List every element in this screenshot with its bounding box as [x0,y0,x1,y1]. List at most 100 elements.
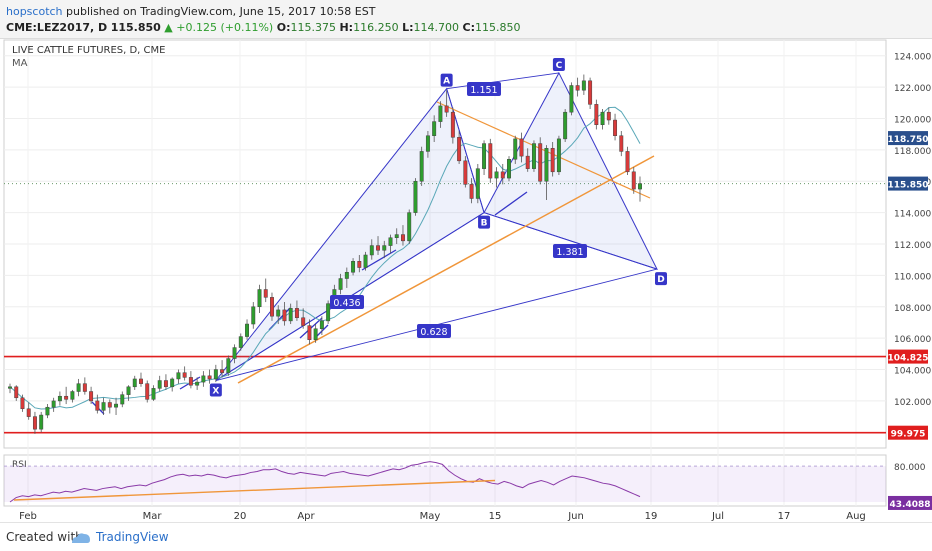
candle-body [89,391,94,402]
price-tag-label: 99.975 [891,430,926,440]
candle-body [14,386,19,399]
candle-body [263,289,268,298]
candle [588,77,593,110]
ratio-label: 1.151 [470,85,497,96]
candle [70,389,75,403]
candle [257,284,262,314]
candle [263,278,268,303]
candle-body [525,155,530,169]
change-value: +0.125 (+0.11%) [176,21,274,34]
candle [139,372,143,387]
candle-body [8,386,12,389]
x-tick-label: Feb [19,511,37,522]
pattern-point-label: X [212,387,219,397]
candle [638,176,642,202]
candle [282,302,287,326]
rsi-value-tag [888,495,932,510]
candle-body [407,212,412,242]
candle [276,305,281,325]
candle-body [326,303,331,322]
candle [538,137,543,185]
y-tick-label: 106.000 [894,335,931,345]
price-tag [888,349,928,364]
candle-body [220,369,225,373]
candle-body [613,119,618,136]
price-tag-label: 118.750 [888,135,929,145]
x-tick-label: Aug [846,511,866,522]
candle [401,225,405,246]
y-tick-label: 104.000 [894,367,931,377]
candle-body [351,261,356,273]
candle-body [457,137,462,162]
candle-body [563,111,568,140]
candle-body [101,402,106,411]
candle-body [176,372,181,380]
candle-body [188,377,193,386]
candle [594,99,599,130]
candle-body [475,168,480,199]
chart-title: LIVE CATTLE FUTURES, D, CME [12,45,165,56]
uptrend-line [237,155,655,384]
up-arrow-icon: ▲ [164,21,173,34]
candle [500,163,505,185]
candle [438,101,443,128]
rsi-tick-label: 80.000 [894,463,926,473]
candle [132,375,137,390]
candle [513,135,518,164]
candle [338,273,343,295]
y-tick-label: 122.000 [894,84,931,94]
candle [357,254,362,273]
candle [145,380,150,403]
last-price: 115.850 [110,21,161,34]
candle-body [376,245,380,251]
ratio-box [330,295,364,309]
candle [195,377,200,390]
candle-body [488,143,493,179]
candle-body [57,395,62,402]
pattern-point-a [440,73,453,87]
candle [625,146,630,175]
created-with-text: Created with [6,530,83,544]
candle [319,316,324,336]
candle-body [282,309,287,322]
candle [507,156,511,182]
candle [82,377,87,395]
pattern-leg [483,212,658,270]
candle [101,397,106,416]
candle [301,308,306,329]
candle [450,107,455,144]
candle-body [276,309,281,317]
price-tag-label: 104.825 [888,354,929,364]
candle-body [182,372,187,378]
high-value: 116.250 [353,21,399,34]
price-tag [888,425,928,440]
candle-body [32,416,37,430]
y-tick-label: 118.000 [894,147,931,157]
candle [294,300,299,321]
candle-body [569,85,574,113]
candle [619,131,624,157]
price-chart[interactable]: 124.000122.000120.000118.000116.000114.0… [0,38,932,522]
candle [201,371,206,387]
close-label: C: [462,21,475,34]
author-link[interactable]: hopscotch [6,5,63,18]
candle-body [270,297,274,317]
candle [307,319,312,345]
candle [563,109,568,142]
candle [39,411,44,433]
candle [556,135,561,175]
candle [575,77,580,97]
candle [351,258,356,276]
candle [419,146,424,186]
candle [157,375,162,392]
candle [569,82,574,116]
candle-body [151,388,156,400]
tradingview-logo-icon [72,533,90,543]
candle-body [132,378,137,388]
candle [107,399,112,414]
candle-body [394,234,399,238]
candle [64,386,69,405]
tradingview-link[interactable]: TradingView [96,530,169,544]
rsi-band [4,466,886,502]
pattern-point-label: C [556,61,563,71]
